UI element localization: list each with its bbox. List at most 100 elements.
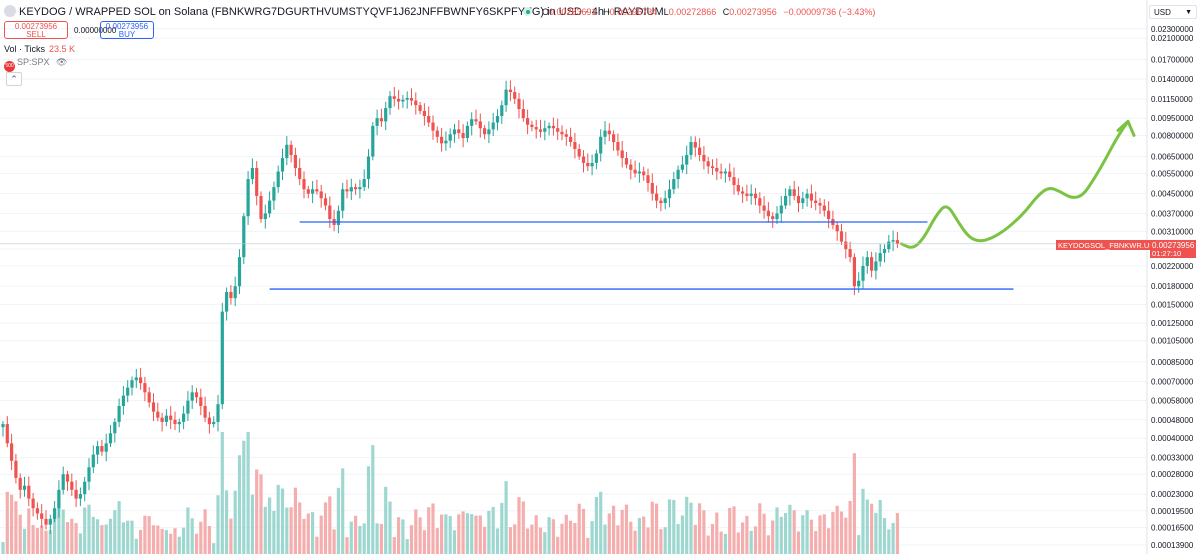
volume-bar xyxy=(177,536,181,554)
volume-bar xyxy=(655,503,659,554)
candle-body xyxy=(212,421,216,425)
volume-bar xyxy=(719,531,723,554)
candle-body xyxy=(91,454,95,468)
volume-bar xyxy=(53,512,57,554)
volume-bar xyxy=(40,525,44,554)
volume-bar xyxy=(375,523,379,554)
volume-bar xyxy=(341,468,345,554)
close-label: C xyxy=(722,7,730,17)
volume-bar xyxy=(706,535,710,554)
candle-body xyxy=(573,142,577,150)
volume-bar xyxy=(534,515,538,554)
volume-bar xyxy=(397,517,401,554)
candle-body xyxy=(844,241,848,250)
candle-body xyxy=(427,116,431,123)
price-tag-symbol: KEYDOGSOL_FBNKWR.USD xyxy=(1058,241,1160,250)
candle-body xyxy=(18,477,22,490)
volume-bar xyxy=(220,432,224,554)
support-lines[interactable] xyxy=(269,221,1014,290)
candle-body xyxy=(646,175,650,184)
volume-bar xyxy=(121,522,125,554)
chevron-up-icon: ⌃ xyxy=(10,74,18,84)
candle-body xyxy=(177,421,181,425)
volume-bar xyxy=(315,536,319,554)
candle-body xyxy=(164,415,168,422)
candle-body xyxy=(857,280,861,287)
volume-bar xyxy=(207,525,211,554)
candle-body xyxy=(186,400,190,414)
buy-label: BUY xyxy=(118,30,136,39)
volume-bar xyxy=(470,514,474,554)
price-tick-label: 0.00370000 xyxy=(1151,209,1194,218)
price-tick-label: 0.00085000 xyxy=(1151,358,1194,367)
candle-body xyxy=(237,257,242,287)
candle-body xyxy=(805,193,809,199)
candle-body xyxy=(203,406,207,418)
volume-bar xyxy=(22,528,27,554)
candle-body xyxy=(560,131,564,135)
eye-icon[interactable]: 👁 xyxy=(56,57,68,67)
projection-arrow[interactable] xyxy=(899,119,1130,249)
volume-bar xyxy=(672,499,676,554)
volume-bar xyxy=(526,528,530,554)
open-value: 0.00283691 xyxy=(549,7,597,17)
volume-bar xyxy=(143,515,147,554)
candle-body xyxy=(530,124,534,128)
candle-body xyxy=(676,169,680,180)
sell-button[interactable]: 0.00273956 SELL xyxy=(4,21,68,39)
candle-body xyxy=(624,158,629,165)
price-tick-label: 0.00070000 xyxy=(1151,378,1194,387)
candle-body xyxy=(822,205,826,211)
candle-body xyxy=(741,191,745,194)
price-tick-label: 0.00023000 xyxy=(1151,490,1194,499)
market-status-icon[interactable] xyxy=(523,7,532,16)
candle-body xyxy=(491,122,495,130)
candle-body xyxy=(401,99,405,102)
change-value: −0.00009736 (−3.43%) xyxy=(783,7,876,17)
candle-body xyxy=(672,179,676,190)
candle-body xyxy=(418,105,422,111)
candle-body xyxy=(405,97,409,100)
candle-body xyxy=(500,105,504,117)
volume-legend[interactable]: Vol · Ticks 23.5 K xyxy=(4,44,75,54)
overlay-legend[interactable]: 500 SP:SPX 👁 xyxy=(4,57,67,72)
volume-bar xyxy=(698,503,702,554)
collapse-legend-button[interactable]: ⌃ xyxy=(6,72,22,86)
candle-body xyxy=(607,130,611,135)
candle-body xyxy=(246,179,250,217)
volume-bar xyxy=(612,505,616,554)
volume-bar xyxy=(323,502,328,554)
candle-body xyxy=(70,481,74,490)
candle-body xyxy=(878,253,882,262)
volume-bar xyxy=(530,524,534,554)
buy-button[interactable]: 0.00273956 BUY xyxy=(100,21,154,39)
candle-body xyxy=(358,187,362,190)
volume-bar xyxy=(796,531,801,554)
price-axis[interactable] xyxy=(1147,0,1200,554)
volume-bar xyxy=(659,529,663,554)
candle-body xyxy=(650,183,654,194)
volume-bar xyxy=(272,510,276,554)
volume-bar xyxy=(569,520,573,554)
price-tag: KEYDOGSOL_FBNKWR.USD 0.00273956 01:27:10 xyxy=(1056,240,1196,258)
candle-body xyxy=(302,179,306,190)
symbol-title[interactable]: KEYDOG / WRAPPED SOL on Solana (FBNKWRG7… xyxy=(19,6,664,18)
candle-body xyxy=(74,489,78,499)
volume-bar xyxy=(736,532,740,554)
volume-bar xyxy=(878,500,882,554)
chevron-down-icon: ▼ xyxy=(1185,9,1192,16)
volume-bar xyxy=(237,455,242,554)
volume-bar xyxy=(139,529,143,554)
volume-bar xyxy=(805,510,809,554)
candle-body xyxy=(633,169,637,174)
volume-bar xyxy=(108,518,113,554)
candle-body xyxy=(865,257,869,266)
volume-bar xyxy=(117,501,121,554)
candle-body xyxy=(276,171,280,188)
volume-bar xyxy=(229,518,233,554)
volume-bar xyxy=(10,494,14,554)
candle-body xyxy=(457,129,461,134)
volume-bar xyxy=(818,515,822,554)
currency-selector[interactable]: USD ▼ xyxy=(1149,5,1197,19)
